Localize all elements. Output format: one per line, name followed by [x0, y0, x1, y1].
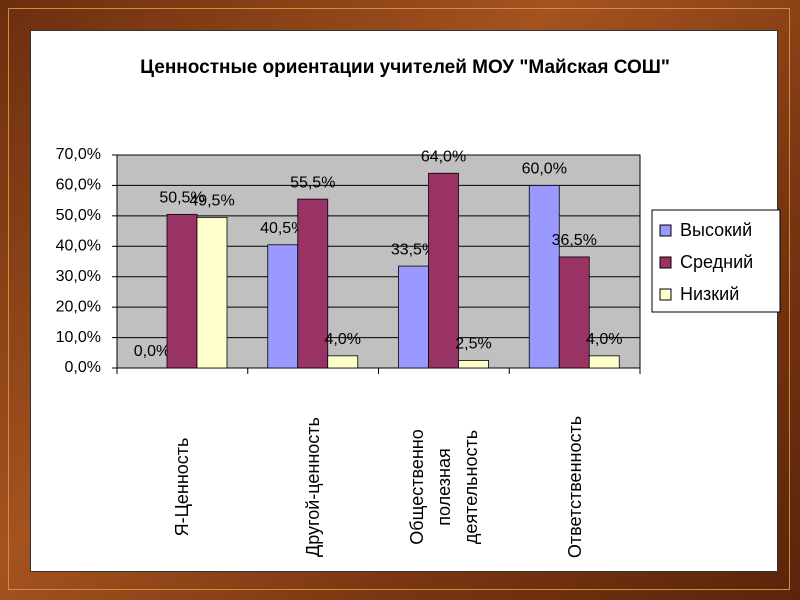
bar [428, 172, 459, 369]
bar [196, 216, 228, 369]
value-label: 4,0% [586, 331, 622, 348]
value-label: 50,5% [159, 190, 204, 207]
value-label: 4,0% [325, 331, 361, 348]
value-label: 64,0% [421, 148, 466, 165]
value-label: 49,5% [189, 193, 234, 210]
bar [558, 256, 590, 369]
y-tick-label: 20,0% [56, 298, 101, 315]
value-label: 40,5% [260, 220, 305, 237]
legend-box [651, 209, 781, 313]
legend-swatch [659, 288, 672, 301]
legend-swatch [659, 256, 672, 269]
bar [398, 265, 429, 369]
x-tick-label: Другой-ценность [302, 417, 323, 557]
y-tick-label: 60,0% [56, 177, 101, 194]
legend-swatch [659, 224, 672, 237]
value-label: 55,5% [290, 174, 335, 191]
legend-label: Средний [680, 252, 753, 272]
bar [327, 355, 359, 369]
y-tick-label: 70,0% [56, 146, 101, 163]
legend-label: Низкий [680, 284, 739, 304]
y-tick-label: 50,0% [56, 207, 101, 224]
value-label: 33,5% [391, 241, 436, 258]
value-label: 0,0% [134, 343, 170, 360]
legend-label: Высокий [680, 220, 752, 240]
bar [267, 244, 299, 369]
x-tick-label: Ответственность [564, 415, 585, 559]
x-tick-label: Общественно полезная деятельность [406, 429, 481, 545]
bar [458, 359, 489, 369]
value-label: 36,5% [552, 232, 597, 249]
y-tick-label: 0,0% [65, 359, 101, 376]
bar [297, 198, 329, 369]
value-label: 2,5% [455, 336, 491, 353]
y-tick-label: 30,0% [56, 268, 101, 285]
bar [588, 355, 620, 369]
value-label: 60,0% [522, 161, 567, 178]
chart-title: Ценностные ориентации учителей МОУ "Майс… [140, 57, 670, 78]
x-tick-label: Я-Ценность [171, 437, 192, 537]
bar [528, 185, 560, 369]
slide-frame [8, 8, 790, 590]
bar [166, 213, 198, 369]
y-tick-label: 10,0% [56, 329, 101, 346]
y-tick-label: 40,0% [56, 238, 101, 255]
